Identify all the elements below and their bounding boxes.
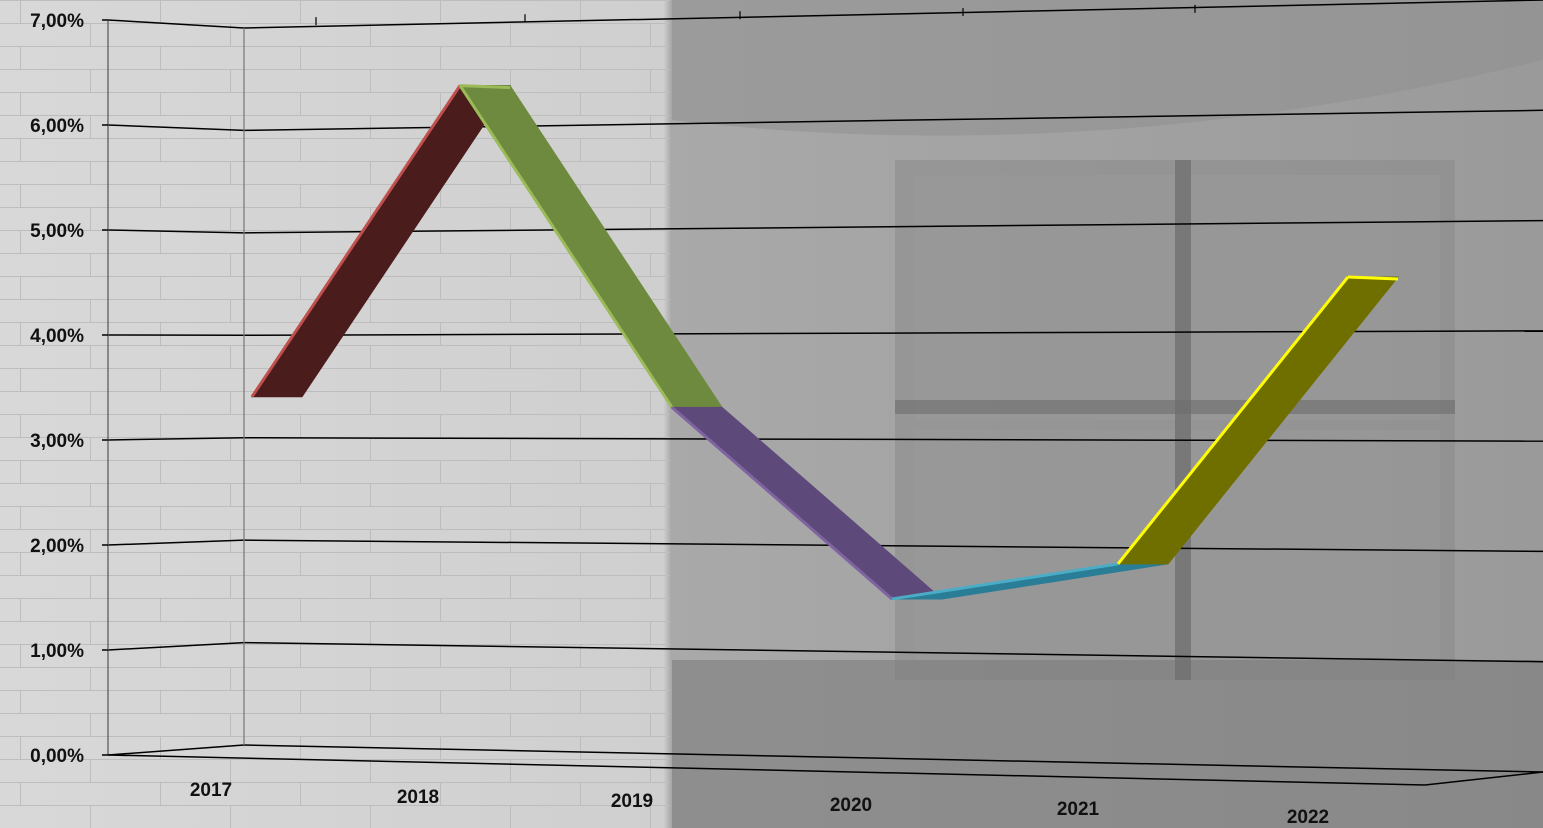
- gridline-side: [107, 19, 245, 29]
- gridline-side: [107, 744, 245, 756]
- y-tick-label: 7,00%: [30, 11, 84, 32]
- axes: [102, 4, 1543, 786]
- x-tick-label: 2021: [1057, 799, 1100, 820]
- x-axis-depth-line: [1424, 771, 1543, 786]
- y-tick-label: 3,00%: [30, 431, 84, 452]
- ribbon-edge: [250, 84, 462, 398]
- ribbon-edge: [1116, 276, 1350, 565]
- labels: 0,00% 1,00% 2,00% 3,00% 4,00% 5,00% 6,00% 7,00%…: [30, 11, 1329, 828]
- gridline-side: [107, 539, 245, 546]
- ribbon-edge: [891, 562, 1119, 601]
- gridline-side: [107, 124, 245, 132]
- gridline-side: [107, 229, 245, 234]
- x-tick-label: 2017: [190, 780, 232, 801]
- gridline-side: [107, 436, 245, 441]
- y-tick-label: 0,00%: [30, 746, 84, 767]
- y-tick-label: 1,00%: [30, 641, 84, 662]
- x-axis-line: [107, 754, 1426, 786]
- x-tick-label: 2018: [397, 787, 439, 808]
- ribbon-cap: [1347, 275, 1399, 281]
- gridline-back: [243, 641, 1543, 663]
- ribbon-edge: [458, 84, 674, 409]
- x-tick-label: 2020: [830, 795, 872, 816]
- x-tick-label: 2019: [611, 791, 653, 812]
- x-tick-label: 2022: [1287, 807, 1329, 828]
- gridline-back: [243, 0, 1543, 29]
- gridline-back: [243, 436, 1543, 442]
- data-ribbon: [250, 84, 1400, 601]
- y-tick-label: 5,00%: [30, 221, 84, 242]
- y-tick-label: 2,00%: [30, 536, 84, 557]
- ribbon-edge: [671, 406, 893, 601]
- gridline-back: [243, 539, 1543, 553]
- gridline-back: [243, 744, 1543, 773]
- gridline-side: [107, 641, 245, 651]
- y-tick-label: 6,00%: [30, 116, 84, 137]
- gridline-back: [243, 219, 1543, 234]
- ribbon-cap: [459, 84, 511, 90]
- y-tick-label: 4,00%: [30, 326, 84, 347]
